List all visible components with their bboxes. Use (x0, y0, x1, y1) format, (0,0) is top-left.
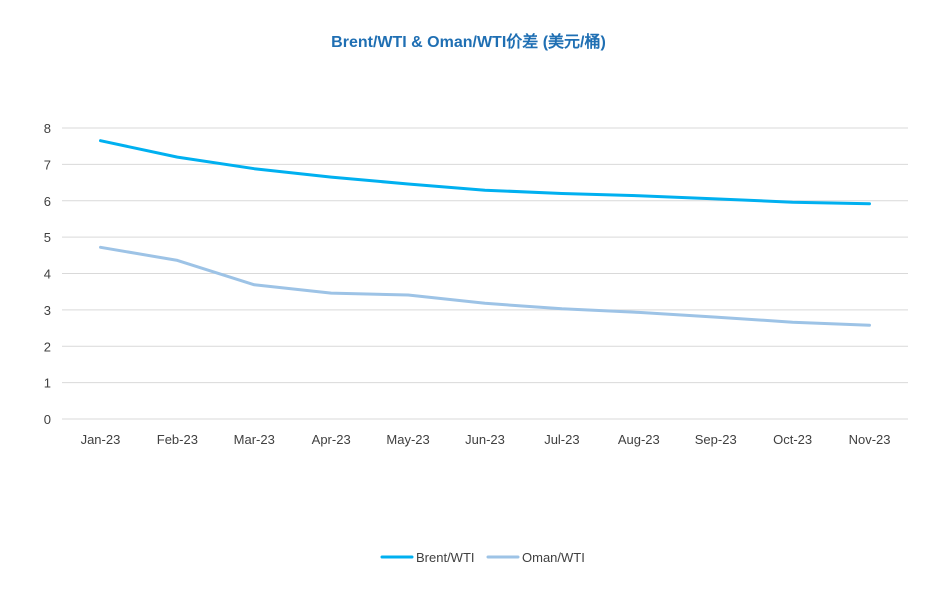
gridlines (62, 127, 908, 420)
legend-label: Oman/WTI (522, 550, 585, 565)
x-tick-label: Mar-23 (234, 432, 275, 447)
legend-label: Brent/WTI (416, 550, 475, 565)
y-tick-label: 8 (44, 121, 51, 136)
chart-title: Brent/WTI & Oman/WTI价差 (美元/桶) (331, 34, 606, 51)
x-tick-label: Jul-23 (544, 432, 579, 447)
x-tick-label: Oct-23 (773, 432, 812, 447)
series-line-brent-wti (99, 139, 871, 206)
x-tick-label: Feb-23 (157, 432, 198, 447)
x-tick-label: Apr-23 (312, 432, 351, 447)
series-lines (99, 139, 871, 327)
y-tick-label: 1 (44, 376, 51, 391)
x-tick-label: Sep-23 (695, 432, 737, 447)
y-tick-label: 4 (44, 267, 51, 282)
x-tick-label: May-23 (386, 432, 429, 447)
y-tick-label: 6 (44, 194, 51, 209)
y-axis-ticks: 0 1 2 3 4 5 6 7 8 (44, 121, 51, 427)
series-line-oman-wti (99, 245, 871, 327)
y-tick-label: 7 (44, 157, 51, 172)
y-tick-label: 0 (44, 412, 51, 427)
y-tick-label: 3 (44, 303, 51, 318)
x-tick-label: Nov-23 (849, 432, 891, 447)
x-tick-label: Aug-23 (618, 432, 660, 447)
x-tick-label: Jan-23 (81, 432, 121, 447)
x-tick-label: Jun-23 (465, 432, 505, 447)
y-tick-label: 2 (44, 339, 51, 354)
x-axis-ticks: Jan-23 Feb-23 Mar-23 Apr-23 May-23 Jun-23 Jul-… (81, 432, 891, 447)
y-tick-label: 5 (44, 230, 51, 245)
legend: Brent/WTI Oman/WTI (380, 550, 585, 565)
